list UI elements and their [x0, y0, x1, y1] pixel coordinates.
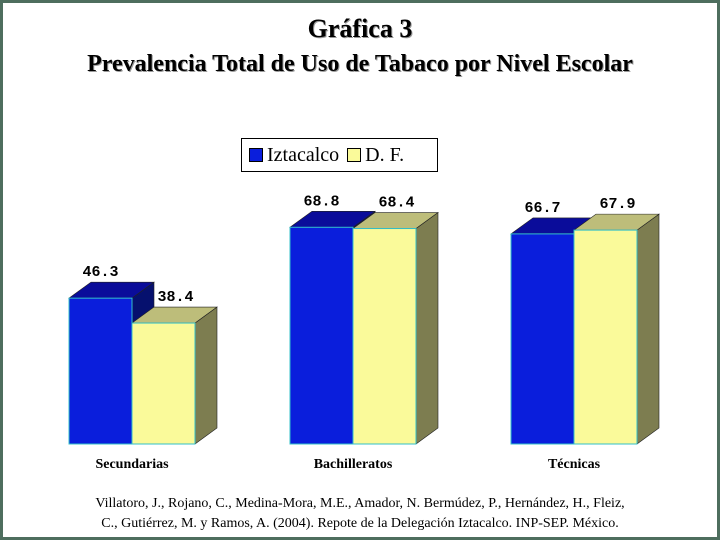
legend-item-iztacalco: Iztacalco [249, 144, 339, 167]
legend-label-iztacalco: Iztacalco [267, 143, 340, 166]
legend-label-df: D. F. [365, 143, 405, 166]
citation-line-2: C., Gutiérrez, M. y Ramos, A. (2004). Re… [101, 516, 619, 531]
legend-swatch-df [347, 148, 362, 162]
data-label-secundarias-iztacalco: 46.3 [82, 264, 118, 281]
legend-swatch-iztacalco [249, 148, 263, 162]
bar-secundarias-df [131, 322, 196, 445]
category-label-técnicas: Técnicas [548, 457, 601, 472]
category-label-bachilleratos: Bachilleratos [314, 457, 393, 472]
legend-item-df: D. F. [347, 144, 404, 167]
chart-legend: Iztacalco D. F. [241, 138, 438, 172]
source-citation: Villatoro, J., Rojano, C., Medina-Mora, … [40, 494, 680, 534]
citation-line-1: Villatoro, J., Rojano, C., Medina-Mora, … [95, 496, 625, 511]
data-label-técnicas-df: 67.9 [599, 196, 635, 213]
bar-side-técnicas-df [636, 213, 660, 445]
bar-técnicas-iztacalco [510, 233, 575, 445]
chart-subtitle: Prevalencia Total de Uso de Tabaco por N… [87, 51, 633, 77]
bar-bachilleratos-df [352, 228, 417, 445]
chart-title: Gráfica 3 [307, 14, 413, 43]
data-label-bachilleratos-df: 68.4 [378, 195, 414, 212]
bar-técnicas-df [573, 229, 638, 445]
bar-bachilleratos-iztacalco [289, 226, 354, 445]
data-label-secundarias-df: 38.4 [157, 289, 193, 306]
bar-side-secundarias-df [194, 306, 218, 445]
data-label-bachilleratos-iztacalco: 68.8 [303, 193, 339, 210]
data-label-técnicas-iztacalco: 66.7 [524, 200, 560, 217]
category-label-secundarias: Secundarias [95, 457, 169, 472]
bar-side-bachilleratos-df [415, 211, 439, 445]
bar-secundarias-iztacalco [68, 297, 133, 445]
